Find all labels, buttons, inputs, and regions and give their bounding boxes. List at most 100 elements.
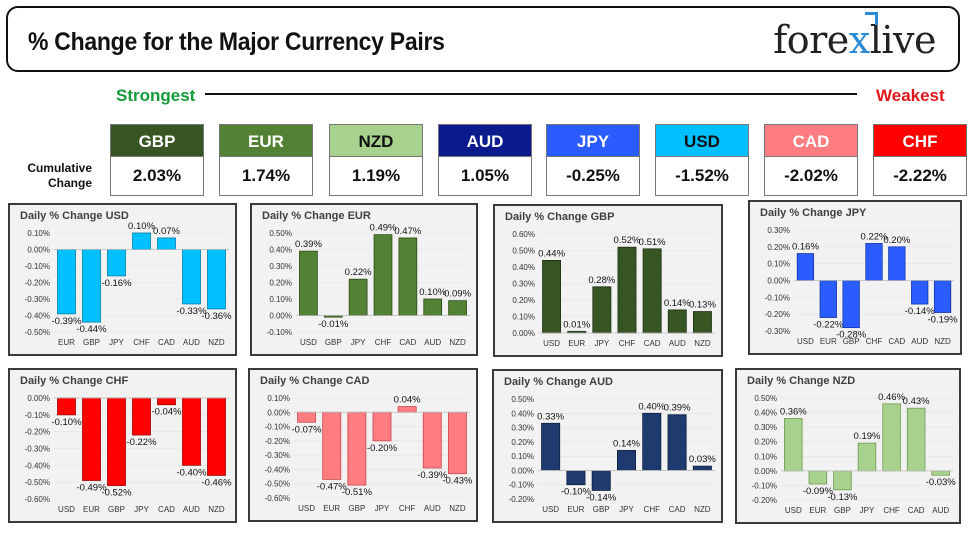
x-tick-label: USD (785, 506, 802, 515)
x-tick-label: EUR (568, 339, 585, 348)
chart-panel-3: Daily % Change GBP 0.00% 0.10% 0.20% 0.30% 0.… (493, 204, 723, 357)
rank-box-cad: CAD -2.02% (764, 124, 858, 196)
bar (617, 246, 637, 334)
bar (616, 450, 637, 471)
data-label: -0.01% (318, 319, 349, 330)
y-tick-label: -0.20% (25, 428, 50, 437)
bar (347, 411, 367, 486)
rank-cumulative-change: -0.25% (546, 157, 640, 196)
x-tick-label: USD (797, 337, 814, 346)
y-tick-label: 0.10% (512, 313, 535, 322)
y-tick-label: 0.50% (269, 229, 292, 238)
bar (566, 470, 586, 486)
bar-chart-svg: Daily % Change GBP 0.00% 0.10% 0.20% 0.30% 0.… (505, 211, 716, 348)
data-label: -0.44% (76, 324, 107, 335)
bar (842, 280, 860, 329)
data-label: 0.03% (689, 454, 716, 465)
bar (819, 280, 837, 318)
chart-title: Daily % Change CHF (20, 375, 128, 387)
bar (422, 411, 442, 469)
x-tick-label: GBP (834, 506, 851, 515)
data-label: 0.20% (883, 235, 910, 246)
bar (642, 412, 662, 471)
logo-text-fore: fore (773, 18, 849, 62)
x-tick-label: AUD (669, 339, 686, 348)
y-tick-label: 0.40% (511, 409, 534, 418)
bar-chart-svg: Daily % Change JPY -0.30% -0.20% -0.10% 0.00… (760, 207, 958, 346)
x-tick-label: CAD (644, 339, 661, 348)
x-tick-label: AUD (932, 506, 949, 515)
bar (397, 406, 417, 413)
x-tick-label: NZD (934, 337, 951, 346)
data-label: -0.04% (151, 407, 182, 418)
x-tick-label: CHF (375, 338, 392, 347)
data-label: -0.43% (442, 476, 473, 487)
y-tick-label: 0.00% (767, 277, 790, 286)
x-tick-label: CHF (619, 339, 636, 348)
bar (297, 411, 317, 423)
x-tick-label: GBP (593, 505, 610, 514)
y-tick-label: 0.10% (27, 229, 50, 238)
data-label: -0.39% (51, 316, 82, 327)
bar (692, 465, 712, 471)
x-tick-label: AUD (183, 505, 200, 514)
data-label: 0.51% (639, 237, 666, 248)
data-label: 0.01% (563, 319, 590, 330)
bar (931, 470, 950, 476)
y-tick-label: -0.20% (25, 279, 50, 288)
x-tick-label: GBP (108, 505, 125, 514)
y-tick-label: -0.60% (265, 494, 290, 503)
data-label: 0.22% (861, 231, 888, 242)
bar (808, 470, 828, 485)
x-tick-label: GBP (348, 504, 365, 513)
x-tick-label: CHF (644, 505, 661, 514)
y-tick-label: -0.10% (25, 411, 50, 420)
y-tick-label: 0.10% (767, 260, 790, 269)
data-label: 0.47% (394, 226, 421, 237)
y-tick-label: -0.30% (765, 327, 790, 336)
x-tick-label: CHF (866, 337, 883, 346)
rank-box-eur: EUR 1.74% (219, 124, 313, 196)
bar (107, 249, 126, 277)
y-tick-label: 0.30% (767, 226, 790, 235)
x-tick-label: CAD (888, 337, 905, 346)
x-tick-label: JPY (860, 506, 875, 515)
data-label: 0.28% (588, 275, 615, 286)
data-label: 0.09% (444, 289, 471, 300)
bar (833, 470, 852, 491)
y-tick-label: -0.20% (752, 496, 777, 505)
data-label: -0.28% (836, 330, 867, 341)
y-tick-label: 0.00% (267, 408, 290, 417)
y-tick-label: -0.20% (509, 495, 534, 504)
x-tick-label: EUR (323, 504, 340, 513)
rank-box-nzd: NZD 1.19% (329, 124, 423, 196)
rank-currency: NZD (329, 124, 423, 157)
data-label: 0.49% (370, 223, 397, 234)
y-tick-label: -0.10% (765, 293, 790, 302)
x-tick-label: JPY (595, 339, 610, 348)
x-tick-label: GBP (83, 338, 100, 347)
bar (373, 234, 393, 316)
data-label: 0.14% (664, 298, 691, 309)
x-tick-label: CAD (158, 505, 175, 514)
chart-panel-1: Daily % Change USD -0.50% -0.40% -0.30% -0.2… (8, 203, 237, 356)
bar (667, 414, 687, 471)
data-label: -0.51% (342, 487, 373, 498)
cumulative-label-line1: Cumulative (27, 161, 92, 175)
x-tick-label: NZD (449, 504, 466, 513)
y-tick-label: -0.60% (25, 495, 50, 504)
y-tick-label: 0.50% (511, 395, 534, 404)
rank-currency: CAD (764, 124, 858, 157)
rank-currency: JPY (546, 124, 640, 157)
y-tick-label: 0.00% (754, 467, 777, 476)
chart-title: Daily % Change AUD (504, 376, 613, 388)
y-tick-label: 0.10% (269, 295, 292, 304)
data-label: 0.19% (854, 431, 881, 442)
chart-title: Daily % Change CAD (260, 375, 369, 387)
chart-title: Daily % Change EUR (262, 210, 371, 222)
data-label: 0.22% (345, 267, 372, 278)
x-tick-label: JPY (109, 338, 124, 347)
bar (796, 253, 815, 281)
rank-cumulative-change: 1.05% (438, 157, 532, 196)
bar (157, 397, 176, 406)
